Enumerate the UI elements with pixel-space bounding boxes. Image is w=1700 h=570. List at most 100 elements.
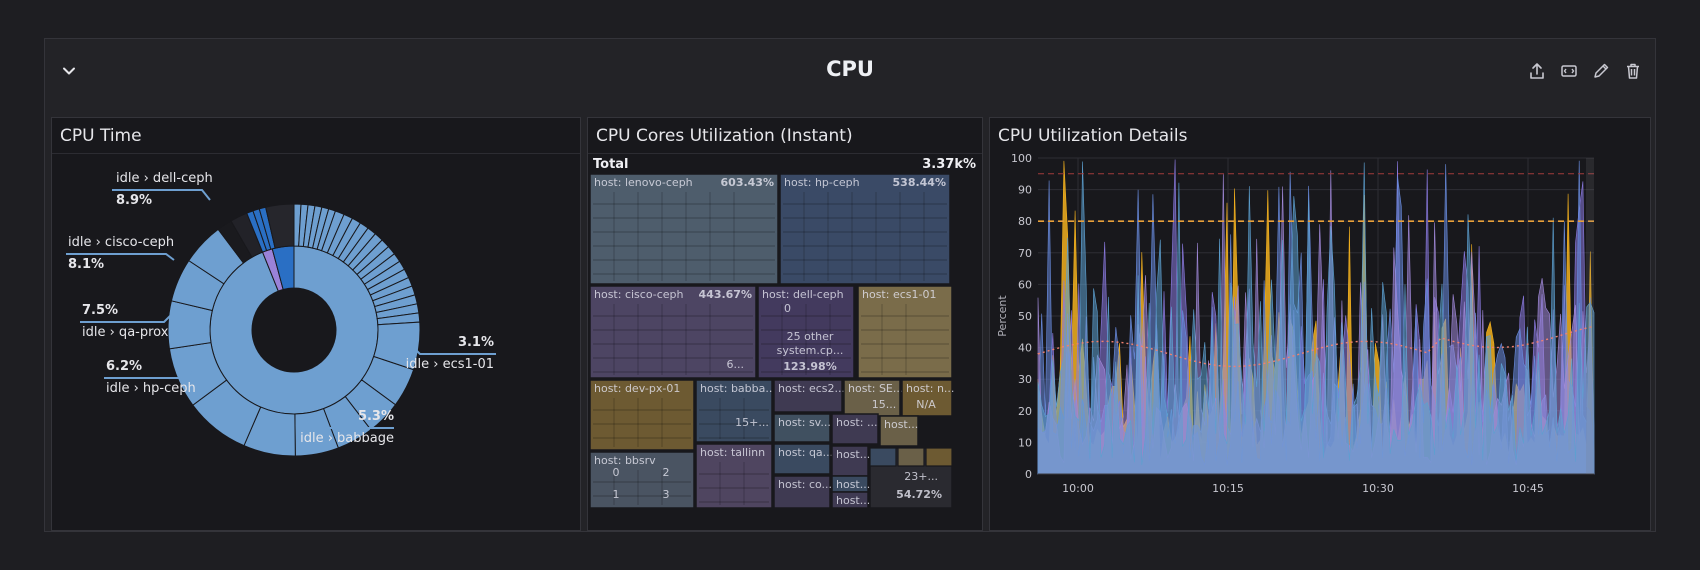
treemap-inner-text: 123.98% bbox=[783, 360, 836, 373]
label-leader-line bbox=[104, 371, 193, 379]
x-tick-label: 10:30 bbox=[1362, 482, 1394, 495]
treemap-inner-text: 0 bbox=[613, 466, 620, 479]
treemap-inner-text: 2 bbox=[663, 466, 670, 479]
treemap-cell-bg bbox=[831, 413, 879, 445]
cpu-cores-treemap: Total 3.37k%host: lenovo-ceph 603.43% host:… bbox=[589, 157, 976, 509]
label-leader-line bbox=[66, 253, 175, 261]
label-leader-line bbox=[80, 315, 171, 323]
treemap-inner-text: system.cp... bbox=[777, 344, 844, 357]
panel-title: CPU Cores Utilization (Instant) bbox=[596, 126, 853, 146]
treemap-cell-label: host... bbox=[836, 478, 870, 491]
treemap-cell-bg bbox=[879, 415, 919, 447]
slice-value: 5.3% bbox=[358, 409, 394, 424]
y-tick-label: 0 bbox=[1025, 468, 1032, 481]
edit-button[interactable] bbox=[1589, 57, 1613, 85]
share-icon bbox=[1530, 63, 1544, 79]
cpu-row: CPU bbox=[44, 38, 1656, 532]
cpu-details-chart: 0 10 20 30 40 50 60 70 80 90 100 10:00 10:15 10:30 10:… bbox=[996, 152, 1595, 495]
y-tick-label: 80 bbox=[1018, 215, 1032, 228]
treemap-cell-label: host: cisco-ceph bbox=[594, 288, 684, 301]
treemap-total-value: 3.37k% bbox=[922, 157, 976, 172]
treemap-cell-bg bbox=[773, 475, 831, 509]
treemap-cell-label: host: lenovo-ceph bbox=[594, 176, 693, 189]
treemap-cell-bg bbox=[857, 285, 953, 379]
treemap-cell-label: host: ecs2... bbox=[778, 382, 845, 395]
treemap-cell-bg bbox=[773, 443, 831, 475]
treemap-cell-label: host: n... bbox=[906, 382, 954, 395]
treemap-cell-value: 538.44% bbox=[893, 176, 946, 189]
y-tick-label: 100 bbox=[1011, 152, 1032, 165]
treemap-inner-text: 3 bbox=[663, 488, 670, 501]
treemap-cell-bg bbox=[901, 379, 953, 417]
treemap-cell: host: babba... bbox=[695, 379, 776, 443]
treemap-inner-text: 15+... bbox=[735, 416, 769, 429]
delete-button[interactable] bbox=[1621, 57, 1645, 85]
x-tick-label: 10:00 bbox=[1062, 482, 1094, 495]
treemap-cell: host: SE... bbox=[843, 379, 903, 417]
treemap-inner-text: N/A bbox=[916, 398, 936, 411]
y-tick-label: 40 bbox=[1018, 342, 1032, 355]
treemap-cell-label: host: dev-px-01 bbox=[594, 382, 680, 395]
treemap-inner-text: 15... bbox=[872, 398, 897, 411]
treemap-cell-value: 603.43% bbox=[721, 176, 774, 189]
treemap-cell: host... bbox=[831, 491, 870, 509]
treemap-cell-bg bbox=[831, 491, 869, 509]
slice-label: idle › dell-ceph bbox=[116, 171, 213, 186]
treemap-tiny bbox=[925, 447, 953, 467]
treemap-tiny bbox=[869, 447, 897, 467]
y-tick-label: 20 bbox=[1018, 405, 1032, 418]
y-tick-label: 50 bbox=[1018, 310, 1032, 323]
treemap-cell: host: ... bbox=[831, 413, 879, 445]
y-tick-label: 60 bbox=[1018, 278, 1032, 291]
x-tick-label: 10:15 bbox=[1212, 482, 1244, 495]
treemap-cell: host: bbsrv bbox=[589, 451, 695, 509]
treemap-inner-text: 23+... bbox=[904, 470, 938, 483]
y-tick-label: 30 bbox=[1018, 373, 1032, 386]
share-button[interactable] bbox=[1525, 57, 1549, 85]
panel-cpu-details: CPU Utilization Details 0 10 20 30 40 50 60 70 8… bbox=[989, 117, 1651, 531]
slice-value: 8.1% bbox=[68, 257, 104, 272]
treemap-cell: host: dell-ceph bbox=[757, 285, 855, 379]
treemap-cell-bg bbox=[779, 173, 951, 285]
slice-label: idle › babbage bbox=[300, 431, 394, 446]
treemap-cell: host... bbox=[831, 475, 870, 493]
slice-value: 8.9% bbox=[116, 193, 152, 208]
treemap-cell-label: host: ecs1-01 bbox=[862, 288, 936, 301]
treemap-cell: host: qa... bbox=[773, 443, 833, 475]
treemap-cell-label: host: tallinn bbox=[700, 446, 765, 459]
y-tick-label: 10 bbox=[1018, 436, 1032, 449]
x-tick-label: 10:45 bbox=[1512, 482, 1544, 495]
treemap-total-label: Total bbox=[593, 157, 629, 172]
treemap-cell: host: tallinn bbox=[695, 443, 773, 509]
treemap-cell: host: sv... bbox=[773, 413, 831, 443]
treemap-cell-value: 443.67% bbox=[699, 288, 752, 301]
treemap-cell-bg bbox=[695, 379, 773, 443]
slice-label: idle › cisco-ceph bbox=[68, 235, 174, 250]
treemap-cell-label: host... bbox=[836, 448, 870, 461]
treemap-cell-label: host: sv... bbox=[778, 416, 831, 429]
treemap-cell-label: host: babba... bbox=[700, 382, 776, 395]
collapse-row-button[interactable] bbox=[55, 57, 83, 85]
treemap-cell-bg bbox=[589, 173, 779, 285]
row-title: CPU bbox=[826, 57, 874, 81]
treemap-cell-label: host: dell-ceph bbox=[762, 288, 844, 301]
treemap-cell-label: host... bbox=[836, 494, 870, 507]
treemap-tiny bbox=[897, 447, 925, 467]
cpu-time-sunburst: idle › dell-ceph 8.9% idle › cisco-ceph 8.1… bbox=[66, 171, 496, 457]
panel-cpu-time: CPU Time idle › dell-ceph 8.9% idle › cisc… bbox=[51, 117, 581, 531]
treemap-cell: host: hp-ceph 538.44% bbox=[779, 173, 951, 285]
treemap-cell-bg bbox=[695, 443, 773, 509]
series-area bbox=[1037, 161, 1595, 475]
slice-label: idle › qa-prox bbox=[82, 325, 169, 340]
treemap-cell: host: n... bbox=[901, 379, 954, 417]
embed-icon bbox=[1561, 65, 1577, 77]
hatched-strip bbox=[1586, 158, 1594, 474]
treemap-cell: host: lenovo-ceph 603.43% bbox=[589, 173, 779, 285]
panel-title: CPU Time bbox=[60, 126, 142, 146]
slice-label: idle › ecs1-01 bbox=[406, 357, 494, 372]
delete-icon bbox=[1627, 63, 1639, 79]
treemap-cell: host... bbox=[879, 415, 919, 447]
panel-cpu-cores: CPU Cores Utilization (Instant) Total 3.3… bbox=[587, 117, 983, 531]
y-tick-label: 70 bbox=[1018, 247, 1032, 260]
embed-button[interactable] bbox=[1557, 57, 1581, 85]
